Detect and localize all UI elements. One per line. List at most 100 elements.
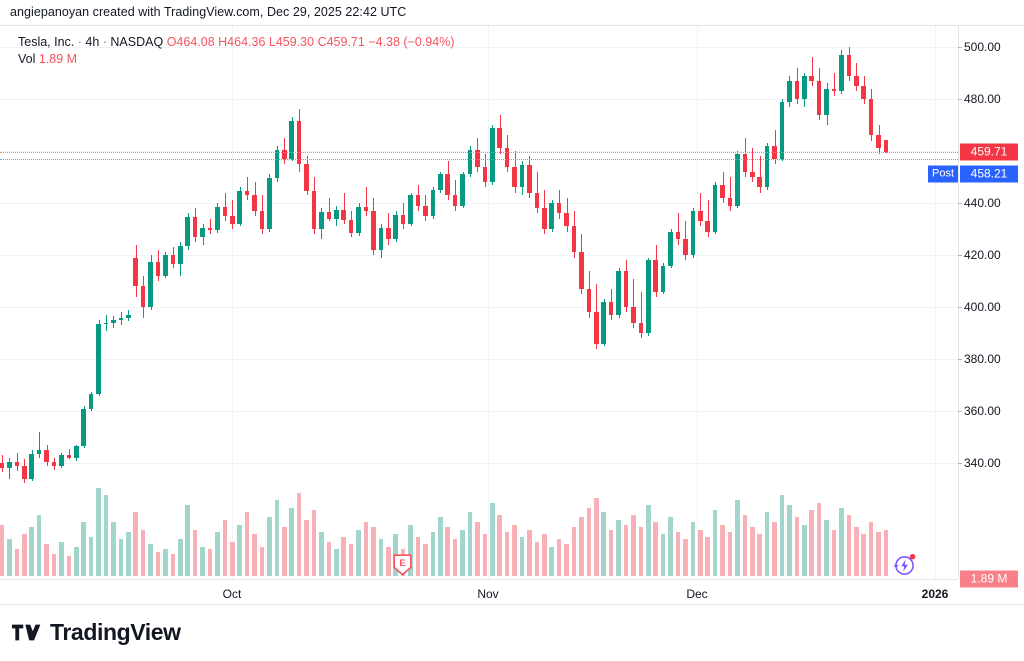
candle-body	[512, 166, 517, 188]
candle-body	[868, 99, 874, 136]
candle-body	[801, 75, 807, 100]
price-tick-label: 500.00	[958, 40, 1001, 54]
candle-body	[408, 195, 413, 224]
volume-bar	[252, 534, 257, 576]
candle-body	[363, 206, 369, 211]
candle-body	[883, 140, 889, 152]
candle-body	[683, 239, 688, 256]
volume-bar	[267, 517, 272, 576]
candle-body	[207, 227, 213, 231]
volume-bar	[593, 497, 599, 576]
candle-body	[846, 54, 852, 76]
ai-insight-marker[interactable]	[891, 552, 917, 578]
horizontal-gridline	[0, 463, 958, 465]
candle-body	[73, 446, 79, 458]
volume-bar	[712, 510, 718, 576]
volume-bar	[66, 556, 72, 576]
volume-bar	[356, 529, 361, 576]
volume-bar	[816, 502, 822, 576]
candle-wick	[247, 177, 248, 201]
volume-bar	[527, 529, 532, 576]
candle-body	[720, 184, 725, 198]
candle-body	[21, 465, 27, 479]
volume-bar	[311, 510, 317, 576]
candle-body	[163, 255, 168, 276]
legend-open-label: O	[166, 35, 177, 49]
horizontal-gridline	[0, 359, 958, 361]
candle-body	[705, 221, 710, 232]
volume-bar	[118, 539, 124, 576]
volume-bar	[556, 539, 562, 576]
volume-bar	[475, 522, 480, 576]
candle-wick	[678, 213, 679, 245]
candle-body	[809, 75, 814, 81]
volume-bar	[735, 500, 740, 576]
last-price-line	[0, 151, 958, 153]
volume-bar	[125, 532, 131, 576]
candle-body	[735, 153, 740, 206]
volume-bar	[660, 534, 666, 576]
volume-bar	[519, 536, 525, 576]
volume-bar	[616, 519, 621, 576]
volume-bar	[445, 527, 450, 576]
candle-body	[252, 195, 257, 211]
candle-body	[489, 127, 495, 183]
volume-bar	[229, 541, 235, 576]
candle-body	[66, 455, 72, 458]
volume-bar	[296, 492, 302, 576]
candle-body	[824, 88, 829, 115]
volume-bar	[103, 495, 109, 576]
legend-volume-value: 1.89 M	[38, 52, 78, 66]
volume-bar	[564, 544, 569, 576]
candle-wick	[232, 200, 233, 230]
earnings-marker[interactable]: E	[393, 554, 412, 576]
candle-body	[579, 252, 584, 289]
candle-body	[192, 217, 198, 237]
volume-bar	[512, 524, 517, 576]
time-tick-label: Nov	[477, 587, 499, 601]
volume-bar	[675, 532, 681, 576]
volume-bar	[579, 517, 584, 576]
tradingview-logo[interactable]: TradingView	[12, 619, 181, 646]
candle-body	[534, 192, 540, 209]
volume-bar	[571, 527, 577, 576]
legend-symbol[interactable]: Tesla, Inc.	[18, 35, 75, 49]
volume-bar	[237, 524, 242, 576]
legend-sep-2: ·	[99, 35, 111, 49]
candle-body	[133, 257, 138, 287]
volume-bar	[319, 532, 324, 576]
price-axis[interactable]: 500.00 480.00 440.00 420.00 400.00 380.00 360.…	[928, 26, 1024, 588]
vertical-gridline	[935, 26, 936, 579]
volume-bar	[304, 519, 309, 576]
candle-wick	[9, 457, 10, 479]
volume-bar	[809, 510, 814, 576]
legend-close-value: 459.71	[326, 35, 365, 49]
volume-bar	[831, 529, 837, 576]
volume-bar	[541, 534, 547, 576]
legend-interval[interactable]: 4h	[85, 35, 100, 49]
volume-bar	[876, 532, 881, 576]
candle-body	[371, 210, 376, 250]
candle-body	[0, 463, 5, 468]
candle-body	[497, 127, 502, 149]
chart-plot-area[interactable]: Tesla, Inc. · 4h · NASDAQ O464.08 H464.3…	[0, 26, 958, 579]
chart-legend[interactable]: Tesla, Inc. · 4h · NASDAQ O464.08 H464.3…	[18, 34, 454, 68]
volume-bar	[21, 534, 27, 576]
candle-wick	[730, 177, 731, 211]
time-axis[interactable]: Oct Nov Dec 2026	[0, 579, 958, 606]
volume-bar	[274, 500, 280, 576]
candle-body	[88, 394, 94, 409]
candle-body	[749, 171, 755, 178]
volume-bar	[549, 546, 554, 576]
legend-close-label: C	[317, 35, 327, 49]
volume-bar	[81, 522, 86, 576]
candle-body	[712, 184, 718, 232]
volume-bar	[586, 507, 592, 576]
volume-bar	[415, 536, 421, 576]
legend-high-label: H	[218, 35, 228, 49]
candle-wick	[752, 148, 753, 183]
candle-body	[653, 260, 658, 292]
candle-body	[541, 208, 547, 230]
candle-body	[638, 322, 644, 334]
candle-body	[519, 165, 525, 188]
